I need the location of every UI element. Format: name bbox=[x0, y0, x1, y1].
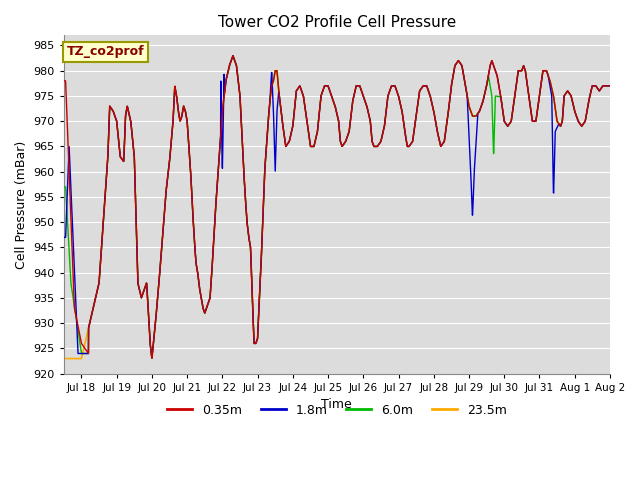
Y-axis label: Cell Pressure (mBar): Cell Pressure (mBar) bbox=[15, 140, 28, 269]
Legend: 0.35m, 1.8m, 6.0m, 23.5m: 0.35m, 1.8m, 6.0m, 23.5m bbox=[162, 398, 512, 421]
Title: Tower CO2 Profile Cell Pressure: Tower CO2 Profile Cell Pressure bbox=[218, 15, 456, 30]
X-axis label: Time: Time bbox=[321, 398, 352, 411]
Text: TZ_co2prof: TZ_co2prof bbox=[67, 46, 144, 59]
